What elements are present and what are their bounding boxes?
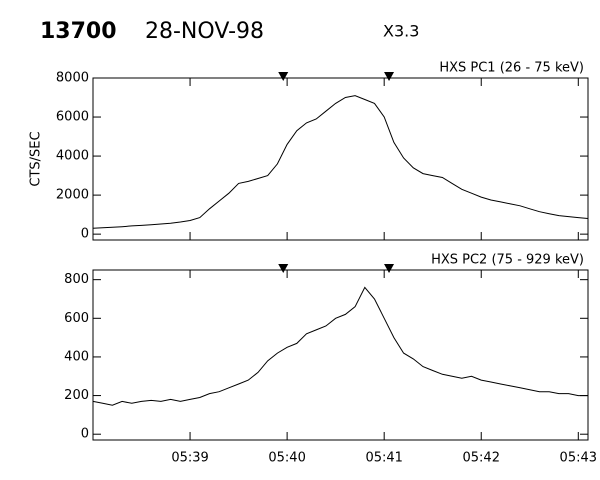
y-tick-label: 600 — [64, 311, 89, 326]
x-tick-label: 05:42 — [463, 451, 500, 466]
y-tick-label: 0 — [81, 427, 89, 442]
plot-frame — [92, 269, 589, 441]
y-tick-label: 2000 — [56, 188, 89, 203]
plot-frame — [92, 77, 589, 241]
y-tick-label: 0 — [81, 227, 89, 242]
y-tick-label: 4000 — [56, 149, 89, 164]
data-line — [92, 286, 588, 406]
y-tick-label: 200 — [64, 388, 89, 403]
y-tick-label: 800 — [64, 272, 89, 287]
time-marker — [384, 264, 395, 273]
panel-title: HXS PC2 (75 - 929 keV) — [431, 253, 584, 268]
y-tick-label: 400 — [64, 349, 89, 364]
y-axis-label: CTS/SEC — [29, 131, 44, 186]
y-tick-label: 8000 — [56, 71, 89, 86]
data-line — [92, 95, 589, 229]
x-tick-label: 05:39 — [171, 451, 208, 466]
flare-class: X3.3 — [383, 22, 419, 41]
time-marker — [278, 264, 289, 273]
time-marker — [278, 72, 289, 81]
panel-title: HXS PC1 (26 - 75 keV) — [439, 61, 584, 76]
x-tick-label: 05:43 — [560, 451, 597, 466]
y-tick-label: 6000 — [56, 110, 89, 125]
event-date: 28-NOV-98 — [145, 19, 264, 44]
time-marker — [384, 72, 395, 81]
event-number: 13700 — [40, 19, 117, 44]
x-tick-label: 05:40 — [268, 451, 305, 466]
x-tick-label: 05:41 — [365, 451, 402, 466]
